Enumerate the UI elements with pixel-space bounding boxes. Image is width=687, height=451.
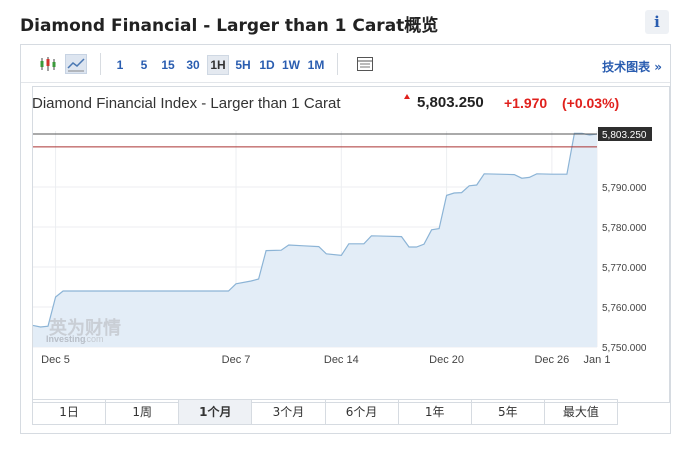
y-tick-label: 5,780.000 <box>602 223 647 234</box>
index-price: 5,803.250 <box>417 94 484 111</box>
last-price-tag-label: 5,803.250 <box>602 130 647 141</box>
candlestick-chart-icon[interactable] <box>37 54 59 74</box>
watermark-suffix: .com <box>84 334 104 344</box>
x-tick-label: Dec 14 <box>324 354 359 366</box>
y-tick-label: 5,750.000 <box>602 343 647 354</box>
x-tick-label: Dec 7 <box>222 354 251 366</box>
range-6m[interactable]: 6个月 <box>326 400 399 424</box>
area-chart-icon[interactable] <box>65 54 87 74</box>
index-change-percent: (+0.03%) <box>562 95 620 111</box>
index-change: +1.970 <box>504 95 548 111</box>
x-tick-label: Jan 1 <box>584 354 611 366</box>
range-selector: 1日 1周 1个月 3个月 6个月 1年 5年 最大值 <box>32 399 618 425</box>
timeframe-1m[interactable]: 1M <box>307 58 325 72</box>
y-tick-label: 5,790.000 <box>602 183 647 194</box>
up-arrow-icon <box>404 94 410 99</box>
range-5y[interactable]: 5年 <box>472 400 545 424</box>
range-1w[interactable]: 1周 <box>106 400 180 424</box>
table-view-icon[interactable] <box>354 54 376 74</box>
last-price-tag <box>598 127 652 141</box>
timeframe-1d[interactable]: 1D <box>259 58 275 72</box>
timeframe-1[interactable]: 1 <box>116 58 124 72</box>
timeframe-5[interactable]: 5 <box>140 58 148 72</box>
page-title: Diamond Financial - Larger than 1 Carat概… <box>20 16 439 36</box>
x-tick-label: Dec 26 <box>534 354 569 366</box>
toolbar-separator <box>100 53 101 75</box>
watermark-chinese: 英为财情 <box>48 317 121 338</box>
range-1m[interactable]: 1个月 <box>179 400 253 424</box>
y-tick-label: 5,770.000 <box>602 263 647 274</box>
info-button[interactable]: i <box>645 10 669 34</box>
chart-panel: 1 5 15 30 1H 5H 1D 1W 1M 技术图表 » Diamond … <box>20 44 671 434</box>
range-3m[interactable]: 3个月 <box>252 400 326 424</box>
range-1y[interactable]: 1年 <box>399 400 472 424</box>
price-chart: 5,790.000 5,780.000 5,770.000 5,760.000 5,75… <box>32 127 652 366</box>
x-tick-label: Dec 20 <box>429 354 464 366</box>
timeframe-1w[interactable]: 1W <box>282 58 300 72</box>
watermark-latin: Investing <box>46 334 86 344</box>
x-tick-label: Dec 5 <box>41 354 70 366</box>
range-max[interactable]: 最大值 <box>562 405 599 419</box>
tech-chart-link[interactable]: 技术图表 » <box>602 60 662 74</box>
timeframe-30[interactable]: 30 <box>186 58 200 72</box>
index-name: Diamond Financial Index - Larger than 1 … <box>32 95 341 112</box>
timeframe-15[interactable]: 15 <box>161 58 175 72</box>
series-line <box>32 132 598 328</box>
timeframe-5h[interactable]: 5H <box>235 58 251 72</box>
series-area <box>33 133 597 347</box>
y-tick-label: 5,760.000 <box>602 303 647 314</box>
range-1d[interactable]: 1日 <box>33 400 107 424</box>
chart-area <box>32 86 670 403</box>
toolbar-separator <box>337 53 338 75</box>
timeframe-1h[interactable]: 1H <box>207 55 229 75</box>
chart-toolbar: 1 5 15 30 1H 5H 1D 1W 1M 技术图表 » <box>21 45 670 83</box>
